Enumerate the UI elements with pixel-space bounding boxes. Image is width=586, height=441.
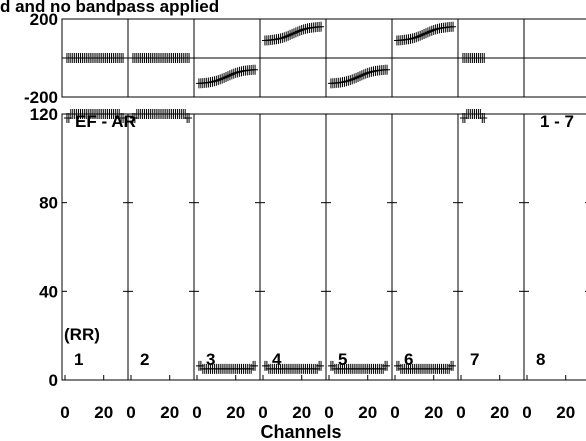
phase-point bbox=[252, 64, 259, 75]
panel-number: 7 bbox=[470, 350, 479, 369]
amp-tick-label: 0 bbox=[49, 371, 58, 390]
amp-point bbox=[481, 113, 488, 123]
phase-point bbox=[120, 53, 127, 63]
panel-number: 3 bbox=[206, 350, 215, 369]
amp-frame bbox=[61, 113, 586, 381]
panel-label: EF - AR bbox=[75, 112, 136, 131]
tick-marks bbox=[62, 113, 586, 381]
phase-point bbox=[318, 21, 325, 32]
phase-point bbox=[384, 64, 391, 75]
x-tick-label: 0 bbox=[60, 403, 69, 422]
x-tick-label: 0 bbox=[192, 403, 201, 422]
panel-number: 6 bbox=[404, 350, 413, 369]
amp-tick-label: 120 bbox=[30, 105, 58, 124]
panel-number: 5 bbox=[338, 350, 347, 369]
phase-point bbox=[481, 53, 488, 63]
x-tick-label: 20 bbox=[160, 403, 179, 422]
phase-tick-label: 200 bbox=[30, 10, 58, 29]
x-tick-label: 0 bbox=[456, 403, 465, 422]
x-tick-label: 20 bbox=[292, 403, 311, 422]
panel-frames bbox=[61, 18, 586, 381]
phase-point bbox=[186, 53, 193, 63]
x-tick-label: 0 bbox=[390, 403, 399, 422]
x-tick-label: 0 bbox=[258, 403, 267, 422]
data-marks bbox=[63, 21, 488, 374]
amp-point bbox=[186, 113, 193, 123]
amp-tick-label: 80 bbox=[39, 194, 58, 213]
x-tick-label: 20 bbox=[226, 403, 245, 422]
x-axis-label: Channels bbox=[260, 422, 341, 441]
x-tick-label: 0 bbox=[126, 403, 135, 422]
chart-title: d and no bandpass applied bbox=[0, 0, 219, 16]
x-tick-label: 20 bbox=[556, 403, 575, 422]
amp-tick-label: 40 bbox=[39, 282, 58, 301]
x-tick-label: 20 bbox=[94, 403, 113, 422]
panel-number: 8 bbox=[536, 350, 545, 369]
x-tick-label: 0 bbox=[324, 403, 333, 422]
amp-point bbox=[120, 113, 127, 123]
amp-point bbox=[252, 360, 259, 371]
x-tick-label: 20 bbox=[424, 403, 443, 422]
amp-point bbox=[384, 360, 391, 371]
phase-point bbox=[450, 21, 457, 32]
x-tick-label: 20 bbox=[358, 403, 377, 422]
amp-point bbox=[450, 360, 457, 371]
panel-number: 1 bbox=[74, 350, 83, 369]
phase-tick-label: -200 bbox=[24, 88, 58, 107]
x-tick-label: 20 bbox=[490, 403, 509, 422]
amp-point bbox=[318, 360, 325, 371]
x-tick-label: 0 bbox=[522, 403, 531, 422]
panel-number: 2 bbox=[140, 350, 149, 369]
panel-number: 4 bbox=[272, 350, 282, 369]
range-label: 1 - 7 bbox=[540, 112, 574, 131]
polarization-label: (RR) bbox=[64, 325, 100, 344]
